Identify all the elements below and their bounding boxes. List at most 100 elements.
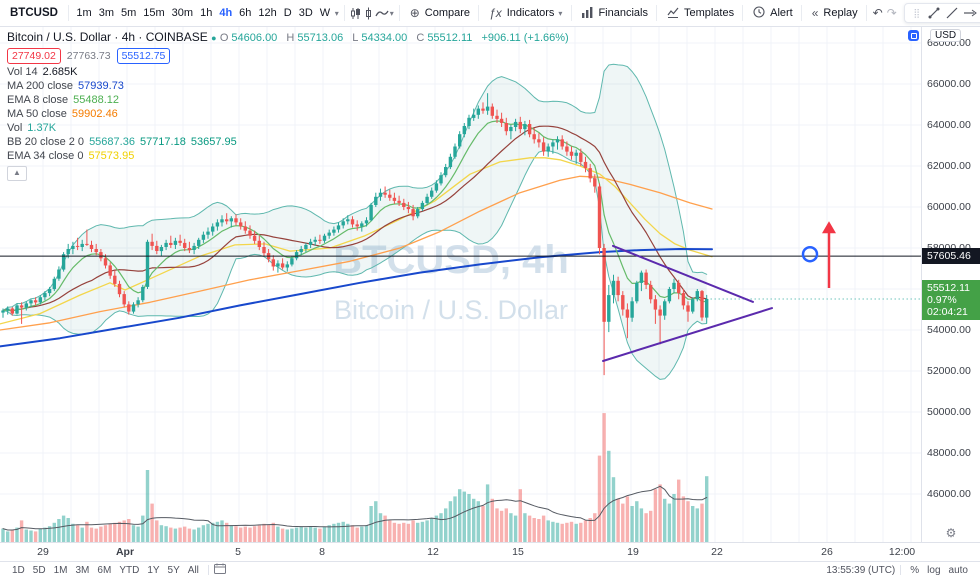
divider [801, 5, 802, 21]
range-ytd[interactable]: YTD [115, 565, 143, 576]
time-tick: 29 [37, 546, 49, 558]
price-tick: 46000.00 [927, 488, 971, 500]
range-1y[interactable]: 1Y [143, 565, 163, 576]
time-tick: 12:00 [889, 546, 915, 558]
price-tick: 48000.00 [927, 447, 971, 459]
crosshair-price-label: 57605.46 [922, 248, 980, 264]
currency-chip[interactable]: USD [930, 29, 961, 42]
time-tick: Apr [116, 546, 134, 558]
divider [344, 5, 345, 21]
interval-6h[interactable]: 6h [236, 5, 255, 21]
price-tick: 62000.00 [927, 160, 971, 172]
scale-%[interactable]: % [906, 565, 923, 576]
time-tick: 5 [235, 546, 241, 558]
price-tick: 64000.00 [927, 119, 971, 131]
arrow-line-icon[interactable] [962, 5, 979, 21]
time-tick: 15 [512, 546, 524, 558]
utc-clock[interactable]: 13:55:39 (UTC) [826, 565, 895, 576]
alert-button[interactable]: Alert [747, 3, 797, 23]
divider [208, 565, 209, 575]
financials-button[interactable]: Financials [576, 4, 652, 23]
interval-30m[interactable]: 30m [168, 5, 196, 21]
divider [399, 5, 400, 21]
symbol-button[interactable]: BTCUSD [4, 7, 64, 19]
bar-style-candles-icon[interactable] [349, 5, 362, 21]
price-tick: 54000.00 [927, 324, 971, 336]
interval-D[interactable]: D [280, 5, 295, 21]
range-1d[interactable]: 1D [8, 565, 29, 576]
price-axis-gear-icon[interactable]: ⚙ [946, 526, 957, 540]
compare-button[interactable]: ⊕Compare [404, 4, 474, 22]
divider [656, 5, 657, 21]
compare-icon: ⊕ [408, 6, 422, 20]
time-tick: 8 [319, 546, 325, 558]
financials-icon [580, 6, 595, 21]
indicators-caret-icon: ▾ [557, 9, 563, 18]
redo-icon[interactable]: ↷ [885, 6, 899, 20]
interval-5m[interactable]: 5m [117, 5, 139, 21]
templates-icon [665, 6, 681, 21]
interval-3D[interactable]: 3D [295, 5, 316, 21]
replay-icon: « [810, 6, 821, 20]
divider [900, 565, 901, 575]
replay-button[interactable]: «Replay [806, 4, 862, 22]
divider [478, 5, 479, 21]
interval-W[interactable]: W [316, 5, 333, 21]
range-all[interactable]: All [184, 565, 203, 576]
time-tick: 19 [627, 546, 639, 558]
divider [742, 5, 743, 21]
interval-1m[interactable]: 1m [73, 5, 95, 21]
price-tick: 52000.00 [927, 365, 971, 377]
alert-clock-icon [751, 5, 767, 21]
indicators-icon: ƒx [487, 6, 504, 20]
divider [866, 5, 867, 21]
price-tick: 50000.00 [927, 406, 971, 418]
bar-style-dropdown-icon[interactable]: ▾ [389, 9, 395, 18]
line-icon[interactable] [944, 5, 961, 21]
trend-line-icon[interactable] [926, 5, 943, 21]
scale-log[interactable]: log [923, 565, 944, 576]
scale-auto[interactable]: auto [945, 565, 972, 576]
pane-maximize-icon[interactable] [908, 30, 919, 41]
legend-collapse-button[interactable]: ▲ [7, 166, 27, 181]
volume-bars [1, 413, 708, 542]
range-5y[interactable]: 5Y [164, 565, 184, 576]
time-tick: 26 [821, 546, 833, 558]
go-to-date-icon[interactable] [214, 563, 226, 577]
drawing-toolbar: ⣿I [904, 3, 980, 23]
range-1m[interactable]: 1M [50, 565, 72, 576]
interval-3m[interactable]: 3m [95, 5, 117, 21]
divider [68, 5, 69, 21]
arrow-up-drawing[interactable] [822, 221, 836, 288]
circle-drawing[interactable] [803, 247, 817, 261]
interval-12h[interactable]: 12h [255, 5, 280, 21]
undo-icon[interactable]: ↶ [871, 6, 885, 20]
drag-handle-icon[interactable]: ⣿ [908, 5, 925, 21]
price-tick: 60000.00 [927, 201, 971, 213]
range-3m[interactable]: 3M [72, 565, 94, 576]
svg-text:Bitcoin / U.S. Dollar: Bitcoin / U.S. Dollar [334, 295, 568, 325]
time-axis[interactable]: 29 Apr 5 8 12 15 19 22 26 12:00 [0, 542, 980, 561]
interval-4h[interactable]: 4h [216, 5, 236, 21]
range-5d[interactable]: 5D [29, 565, 50, 576]
interval-15m[interactable]: 15m [140, 5, 168, 21]
time-tick: 12 [427, 546, 439, 558]
interval-1h[interactable]: 1h [197, 5, 216, 21]
range-6m[interactable]: 6M [93, 565, 115, 576]
interval-dropdown-icon[interactable]: ▾ [334, 9, 340, 18]
divider [571, 5, 572, 21]
bar-style-line-icon[interactable] [375, 5, 389, 21]
time-tick: 22 [711, 546, 723, 558]
templates-button[interactable]: Templates [661, 4, 738, 23]
bar-style-hollow-icon[interactable] [362, 5, 375, 21]
